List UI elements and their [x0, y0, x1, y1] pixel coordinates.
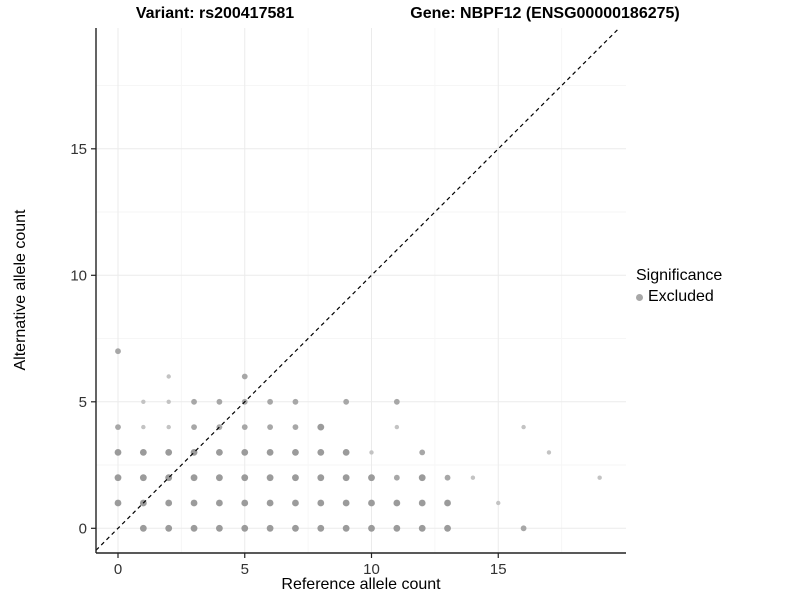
- x-tick-label: 15: [490, 561, 507, 578]
- data-point: [241, 499, 249, 507]
- data-point: [267, 424, 273, 430]
- y-axis-title: Alternative allele count: [12, 209, 29, 371]
- data-point: [418, 474, 426, 482]
- data-point: [139, 449, 147, 456]
- data-point: [165, 524, 173, 532]
- legend-item-label: Excluded: [648, 288, 714, 305]
- data-point: [369, 450, 374, 455]
- data-point: [114, 449, 122, 456]
- data-point: [241, 424, 248, 430]
- data-point: [165, 449, 173, 456]
- data-point: [418, 499, 426, 507]
- data-point: [139, 524, 147, 532]
- data-point: [292, 499, 299, 507]
- legend-point-icon: [636, 293, 643, 301]
- data-point: [394, 424, 400, 430]
- data-point: [141, 399, 146, 404]
- data-point: [114, 474, 122, 482]
- data-point: [393, 499, 401, 507]
- data-point: [115, 348, 121, 355]
- data-point: [292, 524, 299, 532]
- legend: Significance Excluded: [636, 267, 722, 306]
- data-point: [139, 474, 147, 482]
- panel-title-variant: Variant: rs200417581: [135, 5, 295, 22]
- data-point: [216, 524, 223, 532]
- data-point: [115, 424, 121, 430]
- data-point: [190, 474, 198, 482]
- data-point: [419, 449, 426, 456]
- data-point: [317, 449, 325, 456]
- x-tick-label: 10: [363, 561, 380, 578]
- data-point: [165, 499, 173, 507]
- data-point: [520, 525, 527, 532]
- data-point: [114, 499, 122, 507]
- data-point: [393, 474, 400, 481]
- data-point: [368, 524, 375, 532]
- data-point: [267, 398, 273, 405]
- data-point: [317, 524, 325, 532]
- data-point: [317, 474, 325, 482]
- data-point: [190, 499, 198, 507]
- data-point: [470, 475, 476, 480]
- data-point: [191, 398, 197, 405]
- data-point: [342, 524, 350, 532]
- data-point: [343, 398, 350, 405]
- data-point: [166, 424, 171, 430]
- x-tick-label: 5: [241, 561, 249, 578]
- data-point: [393, 398, 400, 405]
- data-point: [444, 524, 451, 532]
- data-point: [190, 524, 198, 532]
- legend-item-excluded: Excluded: [636, 288, 722, 306]
- data-point: [266, 499, 274, 507]
- data-point: [216, 398, 223, 405]
- data-point: [597, 475, 602, 480]
- data-point: [292, 474, 299, 482]
- data-point: [368, 474, 375, 482]
- data-point: [241, 373, 248, 380]
- data-point: [521, 424, 526, 430]
- data-point: [393, 524, 401, 532]
- data-point: [342, 449, 350, 456]
- data-point: [141, 424, 146, 430]
- data-point: [496, 500, 501, 506]
- y-tick-label: 5: [79, 394, 87, 411]
- y-tick-label: 15: [70, 141, 87, 158]
- data-point: [241, 449, 249, 456]
- data-point: [342, 474, 350, 482]
- data-point: [292, 424, 299, 430]
- data-point: [444, 499, 451, 507]
- data-point: [317, 499, 325, 507]
- data-point: [444, 474, 451, 481]
- panel-title-gene: Gene: NBPF12 (ENSG00000186275): [410, 5, 680, 22]
- legend-title: Significance: [636, 267, 723, 284]
- data-point: [292, 449, 299, 456]
- data-point: [166, 399, 171, 404]
- x-tick-label: 0: [114, 561, 122, 578]
- identity-dashed-line: [95, 27, 620, 551]
- data-point: [266, 524, 274, 532]
- data-point: [216, 449, 223, 456]
- data-point: [216, 474, 223, 482]
- y-tick-label: 10: [70, 267, 87, 284]
- y-tick-label: 0: [79, 520, 87, 537]
- data-point: [317, 423, 325, 431]
- x-axis-title: Reference allele count: [281, 576, 441, 593]
- data-point: [241, 474, 249, 482]
- data-point: [342, 499, 350, 507]
- data-point: [546, 450, 552, 455]
- data-point: [292, 398, 299, 405]
- data-point: [216, 499, 223, 507]
- data-point: [368, 499, 375, 507]
- data-point: [418, 524, 426, 532]
- data-point: [266, 449, 274, 456]
- data-point: [241, 524, 249, 532]
- data-point: [266, 474, 274, 482]
- data-point: [166, 374, 171, 379]
- data-point: [191, 424, 197, 430]
